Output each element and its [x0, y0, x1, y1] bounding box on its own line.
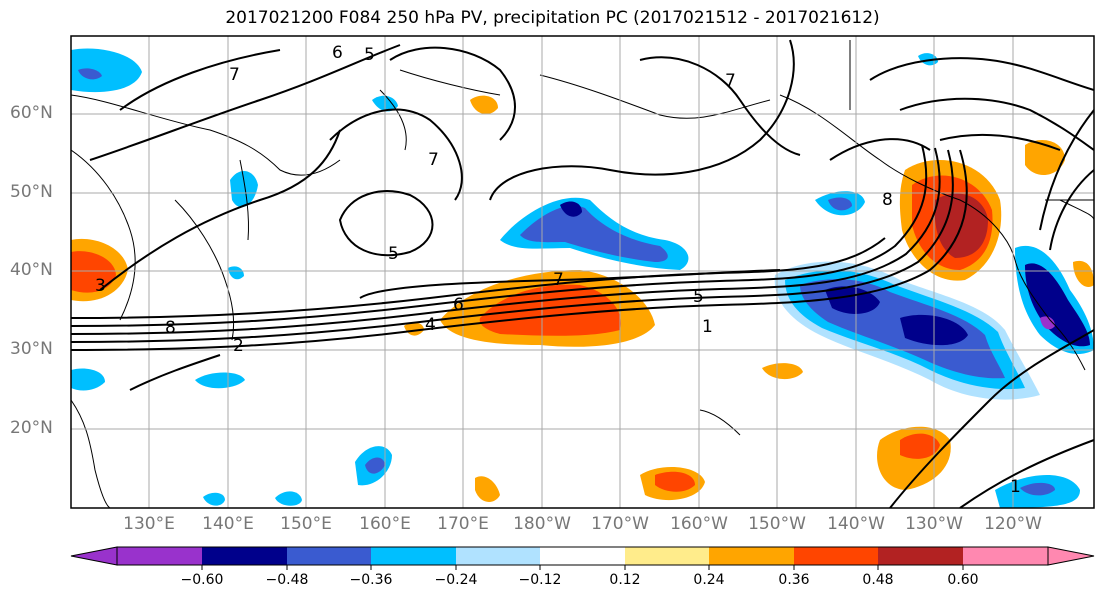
colorbar-tick-label: −0.36 [349, 572, 393, 588]
positive-anomaly-japan-west-core [71, 251, 116, 293]
negative-anomaly-small5-core [1020, 482, 1055, 496]
colorbar-bin [371, 547, 456, 565]
colorbar-bin [625, 547, 709, 565]
map-frame [70, 35, 1095, 509]
contour-label: 2 [233, 336, 244, 356]
positive-anomaly-small5 [1073, 260, 1094, 288]
lon-label: 150°E [280, 514, 332, 534]
colorbar-tick-label: 0.48 [862, 572, 894, 588]
colorbar-ticks [201, 565, 964, 570]
lon-label: 160°E [359, 514, 411, 534]
contour-label: 7 [553, 270, 564, 290]
colorbar-bin [878, 547, 963, 565]
contour-label: 8 [165, 318, 176, 338]
colorbar-bin [794, 547, 878, 565]
lat-label: 20°N [10, 418, 53, 438]
lon-label: 140°W [827, 514, 885, 534]
colorbar-bin [540, 547, 625, 565]
negative-anomaly-coast-core [1025, 263, 1090, 347]
positive-anomaly-small2 [470, 95, 498, 115]
positive-anomaly-sub1-core [900, 433, 940, 459]
negative-anomaly-small8 [203, 492, 225, 506]
contour-label: 7 [725, 71, 736, 91]
lat-label: 40°N [10, 260, 53, 280]
lat-label: 30°N [10, 339, 53, 359]
coastlines [71, 40, 1094, 508]
negative-anomaly-small11 [918, 53, 938, 66]
precip-shading [71, 48, 1094, 508]
colorbar-tick-label: −0.24 [434, 572, 478, 588]
contour-label: 1 [702, 317, 713, 337]
negative-anomaly-central-core [560, 201, 582, 217]
negative-anomaly-small3 [195, 372, 245, 389]
negative-anomaly-small2-core [365, 457, 385, 474]
lon-label: 130°W [905, 514, 963, 534]
colorbar-bin [202, 547, 287, 565]
negative-anomaly-central-2 [520, 205, 668, 262]
contour-labels: 6 5 7 7 7 8 5 7 6 4 5 1 2 3 8 1 [95, 43, 1021, 497]
contour-label: 7 [229, 65, 240, 85]
colorbar-tick-label: −0.48 [265, 572, 309, 588]
contour-label: 5 [364, 45, 375, 65]
colorbar-min-extension [70, 546, 118, 566]
pv-contours [71, 39, 1094, 508]
colorbar-tick-label: −0.12 [518, 572, 562, 588]
positive-anomaly-small3 [762, 363, 803, 380]
negative-anomaly-nw-corner-core [78, 68, 102, 80]
colorbar-tick-label: 0.12 [609, 572, 641, 588]
negative-anomaly-coast-purple [1040, 316, 1055, 330]
colorbar-bin [456, 547, 540, 565]
colorbar-tick-label: 0.24 [693, 572, 725, 588]
lon-label: 160°W [670, 514, 728, 534]
lon-label: 130°E [123, 514, 175, 534]
lat-label: 60°N [10, 103, 53, 123]
negative-anomaly-small6 [230, 170, 258, 208]
colorbar-frame [116, 546, 1049, 566]
lon-label: 140°E [202, 514, 254, 534]
contour-label: 3 [95, 276, 106, 296]
lat-label: 50°N [10, 182, 53, 202]
negative-anomaly-nw-corner [71, 48, 142, 93]
colorbar-bin [963, 547, 1048, 565]
colorbar-tick-label: 0.60 [947, 572, 979, 588]
negative-anomaly-small7 [275, 491, 302, 506]
contour-label: 6 [332, 43, 343, 63]
colorbar-max-extension [1047, 546, 1095, 566]
contour-label: 5 [693, 287, 704, 307]
colorbar-tick-label: 0.36 [778, 572, 810, 588]
lon-label: 150°W [748, 514, 806, 534]
colorbar-bin [709, 547, 794, 565]
lon-label: 170°E [437, 514, 489, 534]
map-title: 2017021200 F084 250 hPa PV, precipitatio… [225, 8, 880, 28]
colorbar-tick-label: −0.60 [180, 572, 224, 588]
contour-label: 4 [425, 315, 436, 335]
colorbar-bin [117, 547, 202, 565]
contour-label: 5 [388, 244, 399, 264]
colorbar [70, 546, 1095, 570]
contour-label: 7 [428, 150, 439, 170]
gridlines [71, 36, 1094, 508]
lon-label: 170°W [591, 514, 649, 534]
negative-anomaly-small4 [71, 368, 105, 391]
negative-anomaly-small10 [228, 266, 244, 280]
contour-label: 6 [453, 295, 464, 315]
negative-anomaly-small1-core [828, 197, 852, 211]
positive-anomaly-small4 [475, 476, 500, 502]
lon-label: 120°W [984, 514, 1042, 534]
contour-label: 8 [882, 190, 893, 210]
contour-label: 1 [1010, 477, 1021, 497]
colorbar-bin [287, 547, 371, 565]
lon-label: 180°W [513, 514, 571, 534]
positive-anomaly-sub2-core [655, 471, 695, 492]
